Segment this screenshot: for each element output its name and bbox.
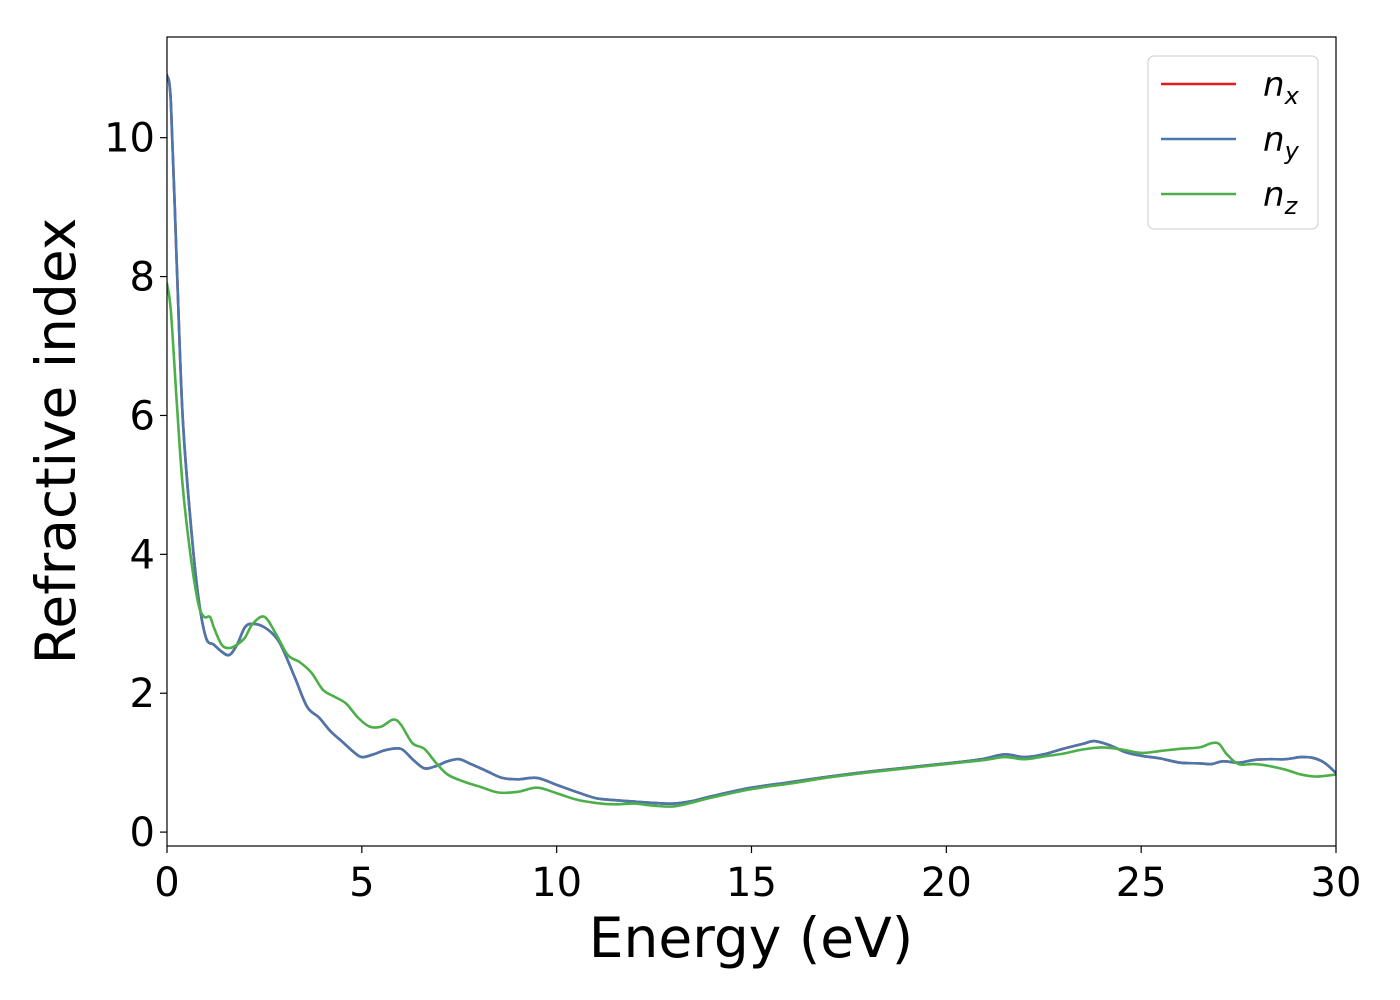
x-axis-label: Energy (eV) xyxy=(589,906,913,970)
legend-label-ny: ny xyxy=(1263,120,1300,165)
x-tick-label: 0 xyxy=(154,860,179,906)
x-tick-label: 5 xyxy=(349,860,374,906)
legend: nx ny nz xyxy=(1147,55,1319,230)
legend-label-nx: nx xyxy=(1263,65,1300,110)
series-layer xyxy=(167,73,1336,808)
x-tick-label: 10 xyxy=(531,860,582,906)
ticks-layer: 0 5 10 15 20 25 30 0 2 4 6 8 10 xyxy=(104,116,1361,906)
y-tick-label: 0 xyxy=(130,810,155,856)
x-tick-label: 20 xyxy=(921,860,972,906)
y-tick-label: 4 xyxy=(130,532,155,578)
series-line-nz xyxy=(167,282,1336,808)
series-line-ny xyxy=(167,73,1336,806)
x-tick-label: 25 xyxy=(1116,860,1167,906)
legend-label-nz: nz xyxy=(1263,175,1299,220)
y-tick-label: 10 xyxy=(104,116,155,162)
x-tick-label: 30 xyxy=(1311,860,1362,906)
y-tick-label: 6 xyxy=(130,393,155,439)
x-tick-label: 15 xyxy=(726,860,777,906)
y-tick-label: 8 xyxy=(130,255,155,301)
y-tick-label: 2 xyxy=(130,671,155,717)
y-axis-label: Refractive index xyxy=(24,218,88,665)
legend-box xyxy=(1147,55,1319,230)
